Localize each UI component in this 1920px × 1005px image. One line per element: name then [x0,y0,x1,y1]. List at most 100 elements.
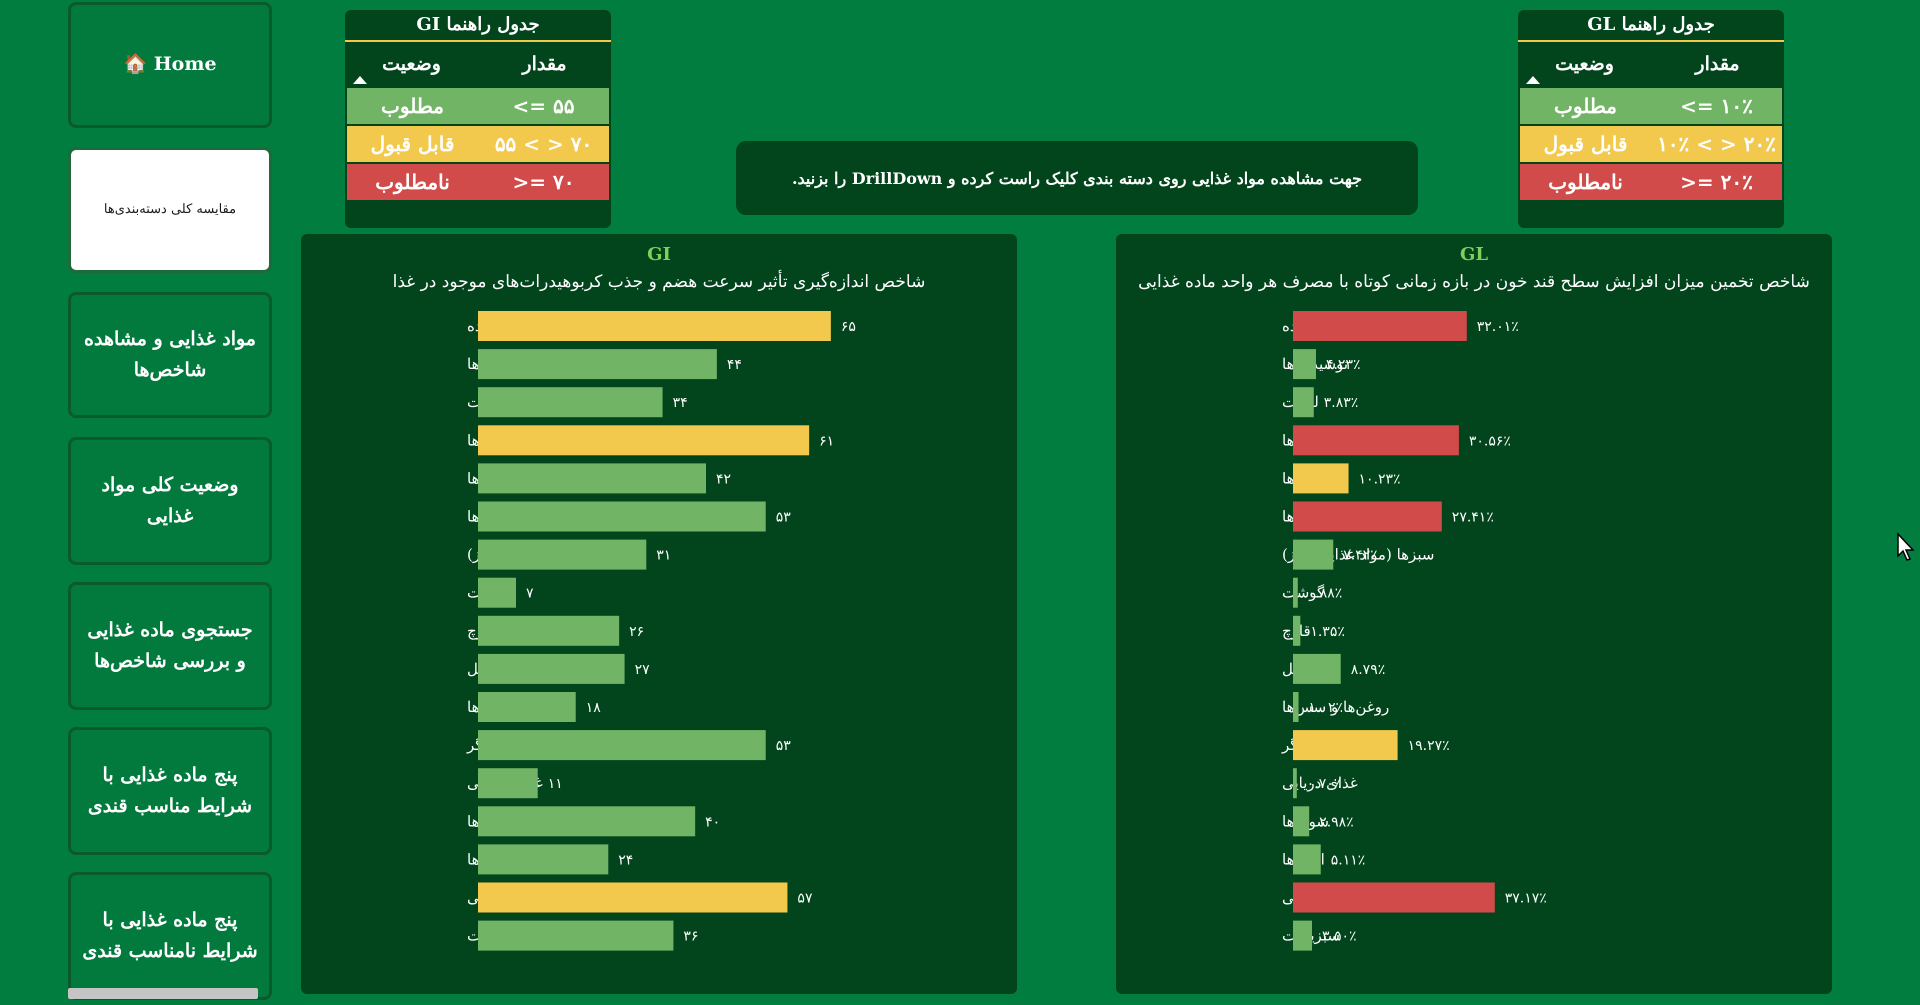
gl-value-label: ۱.۰۲٪ [1309,700,1344,716]
drilldown-info-box: جهت مشاهده مواد غذایی روی دسته بندی کلیک… [736,141,1418,215]
gl-bar-chart: محصولات پخته شده۳۲.۰۱٪نوشیدنی‌ها۴.۲۳٪لبن… [1281,311,1547,951]
gi-legend-row-undesirable: نامطلوب >= ۷۰ [347,164,609,200]
gi-value-label: ۱۸ [586,700,602,716]
gi-legend-row-acceptable: قابل قبول ۵۵ < > ۷۰ [347,126,609,162]
gl-value-label: ۱۹.۲۷٪ [1408,738,1450,754]
gi-bar[interactable] [478,768,538,799]
gi-legend-header: وضعیت مقدار [345,42,611,86]
gl-legend-status: قابل قبول [1543,132,1628,156]
gi-value-label: ۴۲ [716,471,731,487]
gi-legend-value: ۵۵ < > ۷۰ [494,132,593,156]
gl-legend-table: GL جدول راهنما وضعیت مقدار مطلوب <= ۱۰٪ … [1518,10,1784,228]
gi-bar[interactable] [478,615,620,646]
gl-category-label[interactable]: گوشت [1282,584,1325,602]
gl-legend-col-status[interactable]: وضعیت [1555,53,1614,75]
gl-value-label: ۰.۸۸٪ [1308,586,1343,602]
gl-category-label[interactable]: روغن‌ها و سس‌ها [1282,698,1389,716]
gl-bar[interactable] [1293,882,1495,913]
gl-bar[interactable] [1293,653,1341,684]
gi-value-label: ۲۴ [618,852,633,868]
gi-value-label: ۳۱ [656,548,671,564]
gl-chart-subtitle: شاخص تخمین میزان افزایش سطح قند خون در ب… [1138,272,1810,292]
gi-legend-title: GI جدول راهنما [345,10,611,42]
nav-foods-indices-button[interactable]: مواد غذایی و مشاهده شاخص‌ها [68,292,272,418]
gl-legend-status: مطلوب [1554,94,1617,118]
gl-value-label: ۰.۷۰٪ [1307,776,1342,792]
gl-bar[interactable] [1293,425,1459,456]
gl-bar[interactable] [1293,463,1349,494]
gl-bar[interactable] [1293,692,1299,722]
gl-legend-header: وضعیت مقدار [1518,42,1784,86]
gl-bar[interactable] [1293,615,1301,646]
gi-bar[interactable] [478,463,706,494]
gi-bar[interactable] [478,844,609,875]
nav-overall-status-button[interactable]: وضعیت کلی مواد غذایی [68,437,272,565]
gl-bar[interactable] [1293,311,1467,341]
gi-bar[interactable] [478,882,788,913]
sidebar-scrollbar[interactable] [68,988,258,999]
nav-search-food-button[interactable]: جستجوی ماده غذایی و بررسی شاخص‌ها [68,582,272,710]
gl-value-label: ۵.۱۱٪ [1331,852,1366,868]
gl-bar[interactable] [1293,844,1321,875]
gl-value-label: ۳.۸۳٪ [1324,395,1359,411]
gl-value-label: ۱۰.۲۳٪ [1359,471,1401,487]
gi-bar[interactable] [478,577,516,608]
gi-value-label: ۱۱ [548,776,563,792]
nav-category-comparison-button[interactable]: مقایسه کلی دسته‌بندی‌ها [68,147,272,273]
gl-bar[interactable] [1293,501,1442,532]
gl-value-label: ۷.۴۲٪ [1343,548,1378,564]
gi-value-label: ۳۶ [683,929,698,945]
gi-bar[interactable] [478,920,674,951]
gi-legend-value: <= ۵۵ [512,94,575,118]
gi-legend-col-status[interactable]: وضعیت [382,53,441,75]
gl-value-label: ۲.۹۸٪ [1319,814,1354,830]
gl-legend-value: <= ۱۰٪ [1680,94,1753,118]
gi-chart-title: GI [647,244,671,265]
sort-arrow-icon[interactable] [353,76,367,84]
gl-category-label[interactable]: غذای دریایی [1282,774,1358,792]
gi-bar[interactable] [478,539,647,570]
gi-legend-table: GI جدول راهنما وضعیت مقدار مطلوب <= ۵۵ ق… [345,10,611,228]
nav-home-button[interactable]: 🏠 Home [68,2,272,128]
gi-bar[interactable] [478,349,717,380]
gi-bar[interactable] [478,425,810,456]
gi-bar[interactable] [478,311,831,341]
gl-value-label: ۲۷.۴۱٪ [1452,510,1494,526]
gi-legend-row-desirable: مطلوب <= ۵۵ [347,88,609,124]
nav-top5-bad-button[interactable]: پنج ماده غذایی با شرایط نامناسب قندی [68,872,272,1000]
gl-bar[interactable] [1293,806,1310,837]
gl-value-label: ۸.۷۹٪ [1351,662,1386,678]
gi-legend-col-value[interactable]: مقدار [522,53,567,75]
gl-legend-col-value[interactable]: مقدار [1695,53,1740,75]
gl-bar[interactable] [1293,539,1334,570]
gi-bar[interactable] [478,501,766,532]
gi-bar[interactable] [478,692,576,722]
gl-bar[interactable] [1293,730,1398,761]
gl-legend-value: >= ۲۰٪ [1680,170,1753,194]
gl-chart-panel: GL شاخص تخمین میزان افزایش سطح قند خون د… [1116,234,1832,994]
gi-bar[interactable] [478,806,696,837]
gl-chart-title: GL [1459,244,1489,265]
sort-arrow-icon[interactable] [1526,76,1540,84]
gi-legend-status: نامطلوب [375,170,450,194]
gl-bar[interactable] [1293,387,1314,418]
gi-bar[interactable] [478,387,663,418]
gl-legend-row-undesirable: نامطلوب >= ۲۰٪ [1520,164,1782,200]
gl-bar[interactable] [1293,920,1312,951]
gi-value-label: ۶۱ [819,433,834,449]
gi-bar[interactable] [478,730,766,761]
gi-value-label: ۵۷ [797,891,813,907]
gl-legend-value: ۱۰٪ < > ۲۰٪ [1657,132,1776,156]
gl-bar[interactable] [1293,577,1298,608]
gi-legend-value: >= ۷۰ [512,170,575,194]
gl-legend-title: GL جدول راهنما [1518,10,1784,42]
gi-value-label: ۲۶ [629,624,644,640]
gl-value-label: ۳۲.۰۱٪ [1477,319,1519,335]
gl-bar[interactable] [1293,768,1297,799]
nav-top5-good-button[interactable]: پنج ماده غذایی با شرایط مناسب قندی [68,727,272,855]
gi-value-label: ۴۴ [727,357,742,373]
gi-bar[interactable] [478,653,625,684]
gl-legend-row-desirable: مطلوب <= ۱۰٪ [1520,88,1782,124]
gl-bar[interactable] [1293,349,1316,380]
mouse-cursor-icon [1897,532,1915,561]
